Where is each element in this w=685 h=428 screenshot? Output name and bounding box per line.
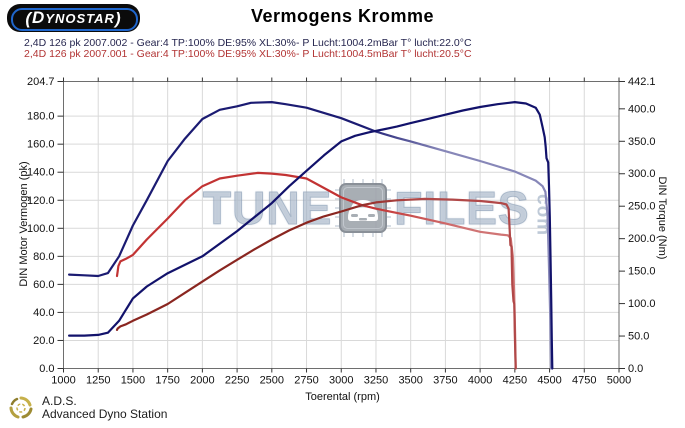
y-right-tick-label: 250.0 bbox=[628, 201, 656, 213]
x-tick-label: 4500 bbox=[537, 375, 561, 387]
legend-run-001-settings: 2,4D 126 pk 2007.001 - Gear:4 TP:100% DE… bbox=[24, 48, 296, 60]
legend-run-001: 2,4D 126 pk 2007.001 - Gear:4 TP:100% DE… bbox=[24, 49, 472, 60]
y-left-tick-label: 120.0 bbox=[27, 195, 55, 207]
run-legend: 2,4D 126 pk 2007.002 - Gear:4 TP:100% DE… bbox=[24, 38, 472, 60]
y-left-tick-label: 140.0 bbox=[27, 167, 55, 179]
y-right-tick-label: 0.0 bbox=[628, 363, 643, 375]
x-tick-label: 1500 bbox=[121, 375, 145, 387]
logo-letter-d: D bbox=[32, 7, 46, 27]
y-left-tick-label: 20.0 bbox=[33, 335, 54, 347]
x-tick-label: 3000 bbox=[329, 375, 353, 387]
x-tick-label: 2750 bbox=[294, 375, 318, 387]
logo-paren-left: ( bbox=[25, 8, 33, 28]
x-tick-label: 3500 bbox=[398, 375, 422, 387]
y-left-tick-label: 0.0 bbox=[39, 363, 54, 375]
logo-ring bbox=[11, 7, 138, 31]
curve-run-2007-001-torque-Nm bbox=[115, 171, 517, 370]
logo-text: (DYNOSTAR) bbox=[25, 4, 121, 33]
y-left-tick-label: 204.7 bbox=[27, 76, 55, 88]
ads-footer-text: A.D.S. Advanced Dyno Station bbox=[42, 395, 167, 421]
ads-swirl-logo-icon bbox=[9, 396, 33, 419]
y-right-tick-label: 50.0 bbox=[628, 331, 649, 343]
y-right-tick-label: 300.0 bbox=[628, 168, 656, 180]
curve-run-2007-002-power-pk bbox=[68, 101, 554, 370]
x-tick-label: 1250 bbox=[86, 375, 110, 387]
legend-run-001-conditions: - P Lucht:1004.5mBar T° lucht:20.5°C bbox=[296, 48, 472, 60]
x-tick-label: 4750 bbox=[572, 375, 596, 387]
curve-run-2007-002-torque-Nm bbox=[68, 101, 553, 370]
x-tick-label: 5000 bbox=[607, 375, 631, 387]
dynostar-logo: (DYNOSTAR) bbox=[7, 4, 140, 32]
y-right-tick-label: 350.0 bbox=[628, 136, 656, 148]
x-tick-label: 1750 bbox=[155, 375, 179, 387]
y-right-tick-label: 100.0 bbox=[628, 298, 656, 310]
logo-paren-right: ) bbox=[114, 8, 122, 28]
ads-footer: A.D.S. Advanced Dyno Station bbox=[8, 395, 167, 421]
x-tick-label: 1000 bbox=[51, 375, 75, 387]
x-tick-label: 2000 bbox=[190, 375, 214, 387]
y-left-tick-label: 180.0 bbox=[27, 111, 55, 123]
legend-run-002-conditions: - P Lucht:1004.2mBar T° lucht:22.0°C bbox=[296, 37, 472, 49]
left-axis-title: DIN Motor Vermogen (pk) bbox=[18, 161, 30, 287]
y-left-tick-label: 100.0 bbox=[27, 223, 55, 235]
y-right-tick-label: 200.0 bbox=[628, 233, 656, 245]
x-tick-label: 3250 bbox=[364, 375, 388, 387]
logo-word: YNOSTAR bbox=[45, 10, 115, 26]
ads-abbr: A.D.S. bbox=[42, 394, 77, 408]
y-left-tick-label: 40.0 bbox=[33, 307, 54, 319]
page-title: Vermogens Kromme bbox=[250, 6, 435, 26]
x-tick-label: 2500 bbox=[260, 375, 284, 387]
legend-run-002: 2,4D 126 pk 2007.002 - Gear:4 TP:100% DE… bbox=[24, 38, 472, 49]
y-right-tick-label: 442.1 bbox=[628, 76, 656, 88]
curve-run-2007-001-power-pk bbox=[115, 197, 517, 370]
y-left-tick-label: 160.0 bbox=[27, 139, 55, 151]
y-left-tick-label: 60.0 bbox=[33, 279, 54, 291]
x-tick-label: 3750 bbox=[433, 375, 457, 387]
y-right-tick-label: 400.0 bbox=[628, 103, 656, 115]
x-tick-label: 2250 bbox=[225, 375, 249, 387]
legend-run-002-settings: 2,4D 126 pk 2007.002 - Gear:4 TP:100% DE… bbox=[24, 37, 296, 49]
ads-full-name: Advanced Dyno Station bbox=[42, 407, 168, 421]
x-tick-label: 4250 bbox=[503, 375, 527, 387]
x-axis-title: Toerental (rpm) bbox=[305, 391, 380, 403]
y-right-tick-label: 150.0 bbox=[628, 266, 656, 278]
right-axis-title: DIN Torque (Nm) bbox=[656, 176, 668, 260]
y-left-tick-label: 80.0 bbox=[33, 251, 54, 263]
x-tick-label: 4000 bbox=[468, 375, 492, 387]
